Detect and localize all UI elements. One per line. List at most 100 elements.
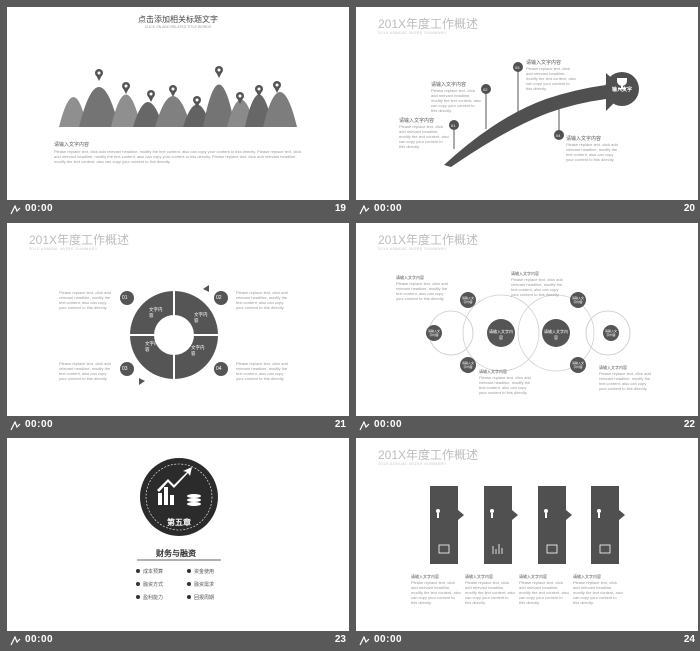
transition-icon	[359, 421, 370, 431]
slide-thumbnail-24[interactable]: 201X年度工作概述 201X ANNUAL WORK SUMMARY	[356, 438, 698, 651]
text-body: Please replace text, click add relevant …	[411, 580, 461, 605]
step-text: Please replace text, click add relevant …	[526, 66, 576, 91]
step-text: Please replace text, click add relevant …	[399, 124, 449, 149]
option-label: 回报周期	[194, 595, 215, 601]
step-text: Please replace text, click add relevant …	[431, 88, 481, 113]
slide-title: 201X年度工作概述	[29, 233, 130, 247]
slide-thumbnail-19[interactable]: 点击添加相关标题文字 CLICK ON ADD RELATED TITLE WO…	[7, 7, 349, 220]
card-icon	[438, 544, 450, 554]
text-body: Please replace text, click add relevant …	[465, 580, 515, 605]
transition-icon	[359, 205, 370, 215]
slide-timing: 00:00	[374, 419, 403, 430]
monitor-icon	[546, 544, 558, 554]
slide-thumbnail-21[interactable]: 201X年度工作概述 201X ANNUAL WORK SUMMARY 01 0…	[7, 223, 349, 436]
slide-title: 点击添加相关标题文字	[138, 15, 218, 24]
item-number: 01	[122, 295, 128, 301]
trophy-icon	[617, 78, 627, 90]
mountain-chart	[59, 66, 297, 127]
end-label: 输入文字	[612, 87, 633, 93]
transition-icon	[359, 636, 370, 646]
infinity-diagram	[426, 292, 631, 373]
slide-status-bar: 00:00 20	[356, 200, 698, 220]
node-label: 请输入文字内容	[571, 361, 584, 369]
slide-number: 21	[334, 419, 346, 430]
slide-title: 201X年度工作概述	[378, 17, 479, 31]
slide-title: 201X年度工作概述	[378, 448, 479, 462]
item-text: Please replace text, click add relevant …	[236, 290, 288, 310]
text-body: Please replace text, click add relevant …	[396, 281, 448, 301]
step-heading: 请输入文字内容	[566, 136, 602, 142]
slide-subtitle: 201X ANNUAL WORK SUMMARY	[29, 246, 98, 251]
slide-thumbnail-23[interactable]: 第五章 财务与融资 成本预算 融资方式 盈利能力 资金使用 融资需求 回报周期 …	[7, 438, 349, 651]
center-label: 请输入文字内容	[489, 329, 513, 340]
text-heading: 请输入文字内容	[511, 271, 539, 276]
cycle-diagram	[120, 285, 228, 385]
document-icon	[599, 544, 611, 554]
item-number: 02	[216, 295, 222, 301]
segment-label: 文字内容	[194, 312, 208, 323]
item-number: 03	[122, 366, 128, 372]
slide-number: 24	[683, 634, 695, 645]
slide-status-bar: 00:00 23	[7, 631, 349, 651]
slide-thumbnail-22[interactable]: 201X年度工作概述 201X ANNUAL WORK SUMMARY 请输入文…	[356, 223, 698, 436]
coins-icon	[187, 494, 201, 506]
chapter-label: 第五章	[167, 518, 191, 527]
chapter-badge	[136, 458, 221, 599]
slide-20-canvas: 201X年度工作概述 201X ANNUAL WORK SUMMARY 01 0…	[356, 7, 698, 200]
option-label: 融资方式	[143, 582, 164, 588]
text-body: Please replace text, click add relevant …	[511, 277, 563, 297]
step-number: 03	[515, 65, 520, 70]
transition-icon	[10, 205, 21, 215]
segment-label: 文字内容	[145, 341, 159, 352]
slide-status-bar: 00:00 19	[7, 200, 349, 220]
arrow-diagram	[444, 62, 639, 167]
text-heading: 请输入文字内容	[54, 142, 90, 148]
slide-timing: 00:00	[25, 203, 54, 214]
slide-status-bar: 00:00 21	[7, 416, 349, 436]
slide-subtitle: 201X ANNUAL WORK SUMMARY	[378, 246, 447, 251]
option-label: 资金使用	[194, 569, 215, 575]
node-label: 请输入文字内容	[461, 361, 474, 369]
slide-title: 201X年度工作概述	[378, 233, 479, 247]
column-tiles	[430, 486, 625, 564]
step-heading: 请输入文字内容	[526, 60, 562, 66]
item-number: 04	[216, 366, 222, 372]
slide-status-bar: 00:00 24	[356, 631, 698, 651]
text-heading: 请输入文字内容	[411, 574, 439, 579]
item-text: Please replace text, click add relevant …	[59, 361, 111, 381]
text-heading: 请输入文字内容	[573, 574, 601, 579]
slide-22-canvas: 201X年度工作概述 201X ANNUAL WORK SUMMARY 请输入文…	[356, 223, 698, 416]
slide-thumbnail-20[interactable]: 201X年度工作概述 201X ANNUAL WORK SUMMARY 01 0…	[356, 7, 698, 220]
text-body: Please replace text, click add relevant …	[573, 580, 623, 605]
slide-number: 20	[683, 203, 695, 214]
item-text: Please replace text, click add relevant …	[59, 290, 111, 310]
segment-label: 文字内容	[191, 345, 205, 356]
slide-timing: 00:00	[374, 203, 403, 214]
node-label: 请输入文字内容	[461, 296, 474, 304]
text-body: Please replace text, click add relevant …	[54, 149, 302, 164]
text-body: Please replace text, click add relevant …	[599, 371, 651, 391]
option-label: 盈利能力	[143, 595, 164, 601]
slide-subtitle: 201X ANNUAL WORK SUMMARY	[378, 30, 447, 35]
step-text: Please replace text, click add relevant …	[566, 142, 618, 162]
transition-icon	[10, 636, 21, 646]
transition-icon	[10, 421, 21, 431]
option-label: 成本预算	[143, 569, 164, 575]
step-number: 02	[483, 87, 488, 92]
growth-chart-icon	[157, 467, 192, 505]
text-body: Please replace text, click add relevant …	[519, 580, 569, 605]
slide-number: 19	[334, 203, 346, 214]
step-number: 04	[556, 133, 561, 138]
step-heading: 请输入文字内容	[399, 118, 435, 124]
node-label: 请输入文字内容	[427, 329, 440, 337]
text-heading: 请输入文字内容	[479, 369, 507, 374]
slide-23-canvas: 第五章 财务与融资 成本预算 融资方式 盈利能力 资金使用 融资需求 回报周期	[7, 438, 349, 631]
slide-19-canvas: 点击添加相关标题文字 CLICK ON ADD RELATED TITLE WO…	[7, 7, 349, 200]
slide-timing: 00:00	[25, 634, 54, 645]
slide-21-canvas: 201X年度工作概述 201X ANNUAL WORK SUMMARY 01 0…	[7, 223, 349, 416]
slide-subtitle: CLICK ON ADD RELATED TITLE WORDS	[144, 25, 212, 29]
slide-timing: 00:00	[25, 419, 54, 430]
text-body: Please replace text, click add relevant …	[479, 375, 531, 395]
center-label: 请输入文字内容	[544, 329, 568, 340]
slide-status-bar: 00:00 22	[356, 416, 698, 436]
